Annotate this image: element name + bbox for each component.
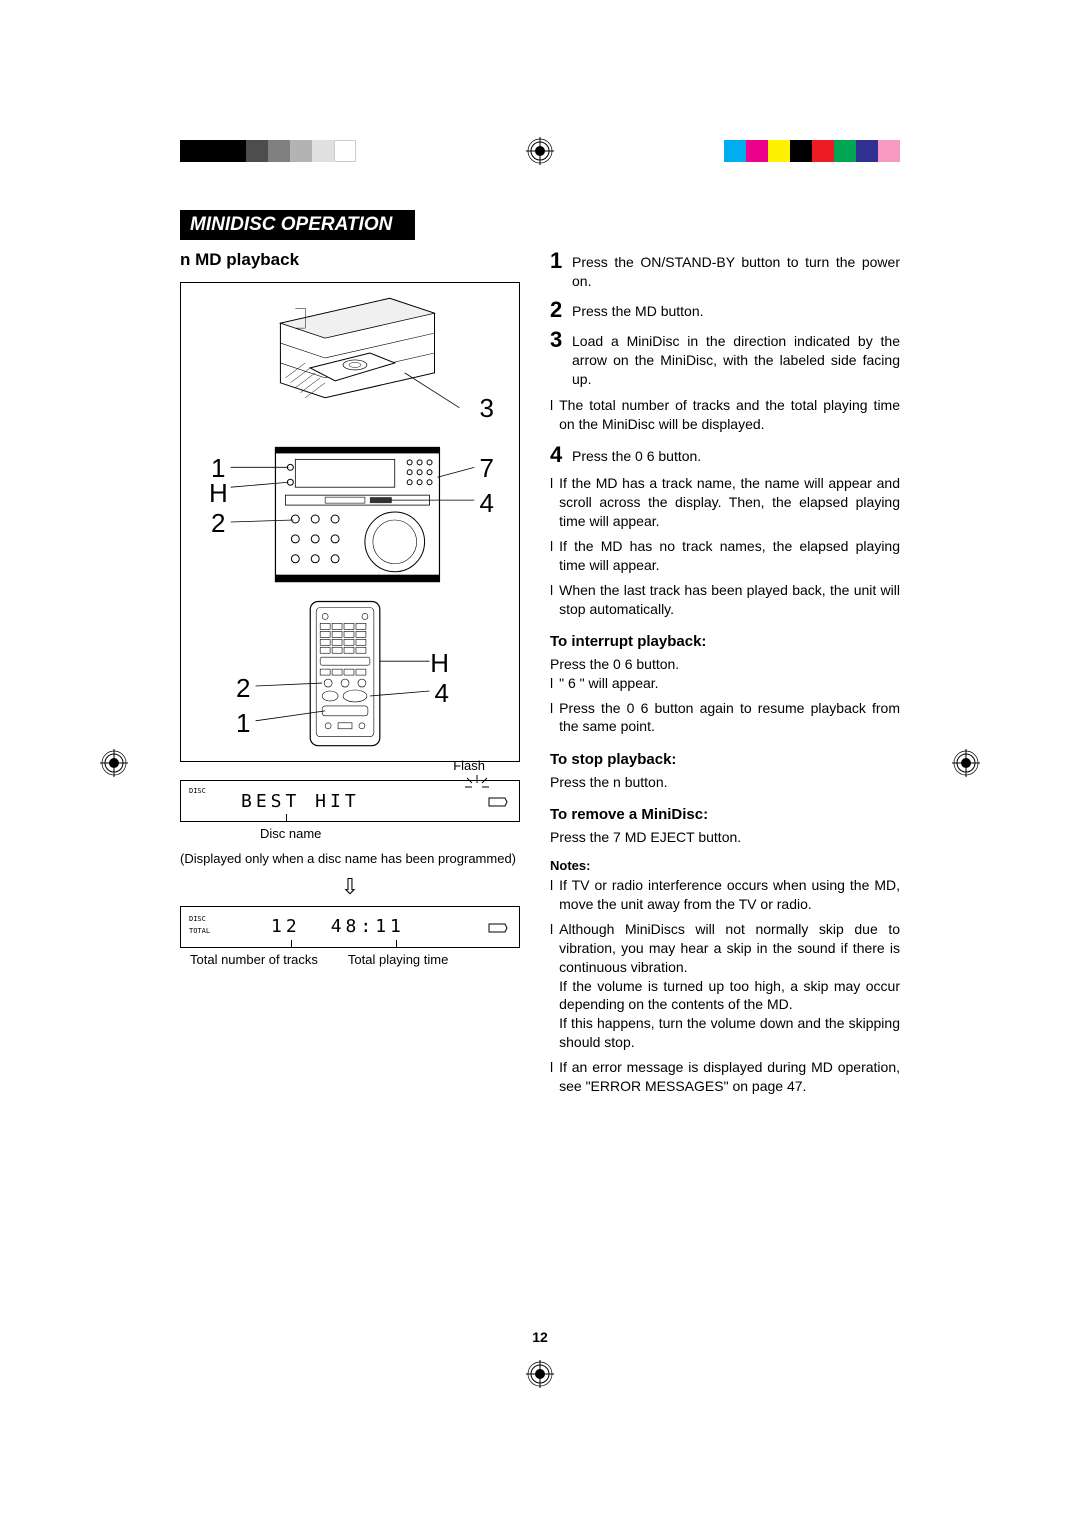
remote-callout-2: 2: [236, 673, 250, 704]
remote-callout-4: 4: [435, 678, 449, 709]
stop-heading: To stop playback:: [550, 750, 900, 770]
callout-h: H: [209, 478, 228, 509]
flash-label: Flash: [453, 758, 485, 773]
section-header: MINIDISC OPERATION: [180, 210, 415, 240]
md-icon: [487, 796, 509, 808]
disc-tag: DISC: [189, 787, 206, 795]
arrow-down-icon: ⇩: [180, 874, 520, 900]
step3-bullet: l The total number of tracks and the tot…: [550, 396, 900, 434]
step-1: 1Press the ON/STAND-BY button to turn th…: [550, 250, 900, 291]
md-icon-2: [487, 922, 509, 934]
remote-callout-h: H: [430, 648, 449, 679]
step-4: 4 Press the 0 6 button.: [550, 444, 900, 466]
interrupt-text: Press the 0 6 button.: [550, 655, 900, 674]
reg-mark-bottom: [526, 1360, 554, 1388]
stop-text: Press the n button.: [550, 773, 900, 792]
bullet-item: lPress the 0 6 button again to resume pl…: [550, 699, 900, 737]
right-column: 1Press the ON/STAND-BY button to turn th…: [550, 250, 900, 1102]
subtitle-text: MD playback: [195, 250, 299, 269]
step-3: 3Load a MiniDisc in the direction indica…: [550, 329, 900, 389]
subtitle-prefix: n: [180, 250, 190, 269]
tracks-label: Total number of tracks: [190, 952, 318, 967]
bullet-item: lIf the MD has no track names, the elaps…: [550, 537, 900, 575]
disc-tag-2: DISC: [189, 915, 206, 923]
remove-heading: To remove a MiniDisc:: [550, 805, 900, 825]
remote-callout-1: 1: [236, 708, 250, 739]
left-column: n MD playback: [180, 250, 520, 1102]
time-label: Total playing time: [348, 952, 448, 967]
track-count: 12: [271, 916, 301, 937]
callout-2: 2: [211, 508, 225, 539]
page-number: 12: [180, 1329, 900, 1345]
callout-3: 3: [480, 393, 494, 424]
callout-4: 4: [480, 488, 494, 519]
callout-7: 7: [480, 453, 494, 484]
play-time: 48:11: [331, 916, 405, 937]
display-text-1: BEST HIT: [241, 791, 360, 812]
device-diagram: 3 1 H 2 7 4 2 1 H 4: [180, 282, 520, 762]
display2-labels: Total number of tracks Total playing tim…: [180, 952, 520, 967]
total-tag: TOTAL: [189, 927, 210, 935]
bullet-item: lWhen the last track has been played bac…: [550, 581, 900, 619]
page-content: MINIDISC OPERATION n MD playback: [180, 210, 900, 1315]
subtitle: n MD playback: [180, 250, 520, 270]
disc-name-caption: Disc name: [260, 826, 520, 843]
step-2: 2Press the MD button.: [550, 299, 900, 321]
display-box-1: DISC BEST HIT: [180, 780, 520, 822]
remove-text: Press the 7 MD EJECT button.: [550, 828, 900, 847]
reg-mark-right: [952, 749, 980, 777]
colorbar-right: [724, 140, 900, 162]
reg-mark-left: [100, 749, 128, 777]
display1-note: (Displayed only when a disc name has bee…: [180, 851, 520, 868]
reg-mark-top: [526, 137, 554, 165]
display-box-2: DISC TOTAL 12 48:11: [180, 906, 520, 948]
notes-heading: Notes:: [550, 857, 900, 875]
bullet-item: lIf the MD has a track name, the name wi…: [550, 474, 900, 531]
note-item: lIf an error message is displayed during…: [550, 1058, 900, 1096]
interrupt-heading: To interrupt playback:: [550, 632, 900, 652]
note-item: lIf TV or radio interference occurs when…: [550, 876, 900, 914]
note-item: lAlthough MiniDiscs will not normally sk…: [550, 920, 900, 1052]
bullet-item: l" 6 " will appear.: [550, 674, 900, 693]
colorbar-left: [180, 140, 356, 162]
